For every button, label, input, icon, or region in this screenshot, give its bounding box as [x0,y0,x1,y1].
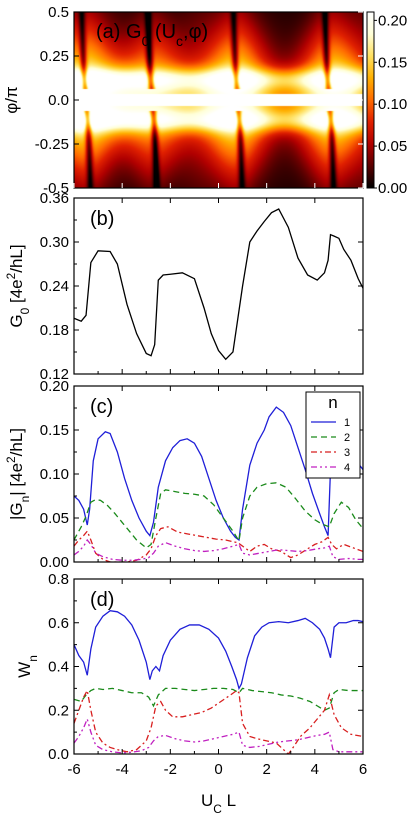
panel-d-xtick-label: 0 [214,761,222,778]
panel-a-ylabel: φ/π [2,86,21,113]
panel-3-ylabel: Wn [15,655,40,678]
panel-d-xlabel-part: L [222,791,236,810]
legend-label-2: 2 [344,432,350,444]
panel-2-series-4 [74,538,363,561]
panel-1-ylabel: G0 [4e2/hL] [4,244,32,327]
panel-3-ylabel-part: n [26,655,40,662]
panel-1-label: (b) [90,208,114,230]
legend-label-1: 1 [344,417,350,429]
panel-1-ytick-label: 0.36 [40,190,69,207]
panel-d-xlabel-part: C [213,802,222,816]
panel-2-ylabel-part: |G [7,502,26,520]
heatmap-image [74,12,363,188]
panel-1-ylabel-part: [4e [7,279,26,307]
panel-2-ylabel-part: | [4e [7,463,26,496]
panel-1-ylabel-part: /hL] [7,244,26,272]
panel-2-ylabel-part: n [18,496,32,503]
panel-2-ytick-label: 0.10 [40,466,69,483]
panel-1-ytick-label: 0.12 [40,366,69,383]
panel-d-xtick-label: -6 [67,761,80,778]
panel-a-title-part: (a) [96,21,126,43]
panel-a-title-part: c [176,33,183,49]
panel-3-series-3 [74,688,363,754]
panel-a-title-part: G [126,21,142,43]
panel-d-xtick-label: -2 [164,761,177,778]
panel-a-ytick-label: -0.25 [35,136,69,153]
panel-2-ylabel-part: /hL] [7,428,26,456]
panel-a-ytick-label: 0.25 [40,48,69,65]
panel-3-series-1 [74,610,363,691]
panel-a-title: (a) G0 (Uc,φ) [96,21,208,49]
panel-d-xtick-label: 6 [359,761,367,778]
legend-label-3: 3 [344,447,350,459]
panel-a-ytick-label: 0.0 [48,92,69,109]
colorbar-tick-label: 0.15 [378,54,407,71]
panel-1-bg [74,198,363,374]
panel-2-label: (c) [90,396,113,418]
panel-a-title-part: (U [149,21,176,43]
panel-2-ytick-label: 0.00 [40,554,69,571]
panel-a-title-part: ,φ) [183,21,208,43]
colorbar-tick-label: 0.00 [378,180,407,197]
panel-d-xlabel: UC L [201,791,236,816]
panel-3-ytick-label: 0.8 [48,571,69,588]
colorbar [366,11,375,189]
legend-title: n [328,393,337,412]
panel-1-ylabel-part: 2 [4,272,18,279]
panel-3-ytick-label: 0.6 [48,615,69,632]
panel-d-xtick-label: -4 [115,761,128,778]
panel-a-title-part: 0 [142,33,150,49]
panel-1-ytick-label: 0.30 [40,234,69,251]
panel-2-ytick-label: 0.15 [40,422,69,439]
panel-1-ytick-label: 0.24 [40,278,69,295]
colorbar-tick-label: 0.20 [378,12,407,29]
panel-3-ylabel-part: W [15,662,34,678]
legend: n1 2 3 4 [305,391,361,479]
panel-3-ytick-label: 0.0 [48,746,69,763]
panel-d-xlabel-part: U [201,791,213,810]
panel-2-ytick-label: 0.20 [40,378,69,395]
legend-label-4: 4 [344,462,350,474]
colorbar-tick-label: 0.10 [378,96,407,113]
panel-d-xtick-label: 4 [311,761,319,778]
panel-3-ytick-label: 0.2 [48,702,69,719]
colorbar-tick-label: 0.05 [378,138,407,155]
panel-2-ylabel: |Gn| [4e2/hL] [4,428,32,520]
panel-a-ytick-label: 0.5 [48,4,69,21]
panel-3-ytick-label: 0.4 [48,659,69,676]
panel-3-bg [74,579,363,754]
panel-2-ytick-label: 0.05 [40,510,69,527]
panel-1-series-0 [74,208,363,361]
panel-3-label: (d) [90,589,114,611]
panel-2-ylabel-part: 2 [4,456,18,463]
panel-d-xtick-label: 2 [262,761,270,778]
panel-1-ytick-label: 0.18 [40,322,69,339]
panel-1-ylabel-part: G [7,314,26,327]
panel-2-series-3 [74,526,363,562]
panel-2-series-2 [74,482,363,549]
panel-3-series-4 [74,716,363,754]
legend-box [305,391,361,479]
panel-a-ytick-label: -0.5 [43,180,69,197]
panel-1-ylabel-part: 0 [18,307,32,314]
